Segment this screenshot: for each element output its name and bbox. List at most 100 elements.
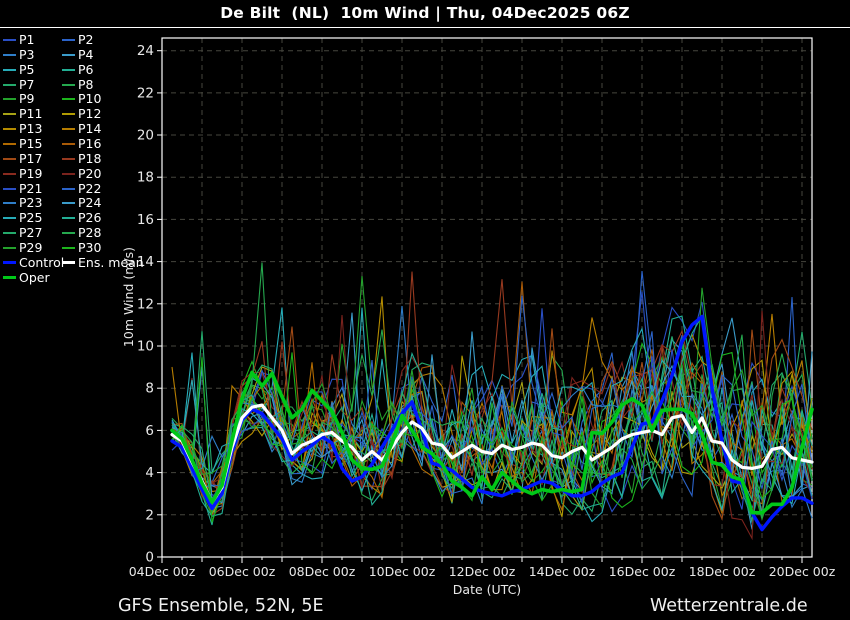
svg-text:12: 12 xyxy=(137,296,154,312)
legend-item-p22: P22 xyxy=(62,180,102,196)
svg-text:20Dec 00z: 20Dec 00z xyxy=(769,564,836,579)
legend-label: P8 xyxy=(78,76,94,92)
legend-swatch-line xyxy=(3,113,16,116)
legend-swatch-line xyxy=(62,261,75,265)
legend-item-p28: P28 xyxy=(62,226,101,240)
legend-label: P9 xyxy=(19,91,35,107)
legend-swatch-line xyxy=(62,217,75,220)
legend-item-p16: P16 xyxy=(62,135,102,151)
title-separator xyxy=(0,27,850,28)
legend-label: P17 xyxy=(19,150,43,166)
legend-label: P30 xyxy=(78,239,102,255)
legend-item-p8: P8 xyxy=(62,76,94,92)
legend-swatch-line xyxy=(3,128,16,131)
svg-text:24: 24 xyxy=(137,43,154,59)
legend-item-p27: P27 xyxy=(3,226,42,240)
legend-swatch-line xyxy=(62,128,75,131)
legend-label: P2 xyxy=(78,32,94,47)
legend-label: P1 xyxy=(19,32,35,47)
legend-swatch-line xyxy=(62,53,75,56)
legend-swatch-line xyxy=(3,187,16,190)
series-line-oper xyxy=(170,370,814,515)
legend-item-p7: P7 xyxy=(3,76,35,92)
legend-label: P29 xyxy=(19,239,43,255)
footer-model-label: GFS Ensemble, 52N, 5E xyxy=(118,596,324,616)
member-line-p11 xyxy=(171,366,813,516)
svg-text:18Dec 00z: 18Dec 00z xyxy=(689,564,756,579)
svg-text:22: 22 xyxy=(137,85,154,101)
legend-label: P25 xyxy=(19,210,43,226)
legend-item-p20: P20 xyxy=(62,165,102,181)
legend-label: P6 xyxy=(78,61,94,77)
svg-text:0: 0 xyxy=(145,550,154,566)
legend-swatch-line xyxy=(3,202,16,205)
legend-item-p13: P13 xyxy=(3,122,42,136)
legend-swatch-line xyxy=(62,98,75,101)
legend-item-oper: Oper xyxy=(3,270,50,285)
series-line-ens-mean xyxy=(170,403,814,504)
legend-label: Control xyxy=(19,254,65,270)
legend-item-p3: P3 xyxy=(3,47,35,62)
legend-item-control: Control xyxy=(3,254,65,270)
legend-label: P7 xyxy=(19,76,35,92)
member-line-p27 xyxy=(171,336,813,522)
plot-frame xyxy=(161,37,813,558)
legend-swatch-line xyxy=(3,53,16,56)
legend-item-p10: P10 xyxy=(62,92,101,106)
legend-label: P14 xyxy=(78,121,102,137)
legend-swatch-line xyxy=(62,157,75,160)
legend-label: P11 xyxy=(19,106,43,122)
legend-swatch-line xyxy=(62,68,75,71)
svg-text:8: 8 xyxy=(145,381,154,397)
svg-text:12Dec 00z: 12Dec 00z xyxy=(449,564,516,579)
member-line-p25 xyxy=(171,326,813,512)
x-tick-labels: 04Dec 00z 06Dec 00z 08Dec 00z 10Dec 00z 12De… xyxy=(129,564,836,579)
legend-label: P15 xyxy=(19,135,43,151)
legend-item-ens-mean: Ens. mean xyxy=(62,254,144,270)
legend-swatch-line xyxy=(62,83,75,86)
legend-label: P19 xyxy=(19,165,43,181)
legend-swatch-line xyxy=(62,246,75,249)
legend-label: P28 xyxy=(78,225,102,240)
legend-label: P20 xyxy=(78,165,102,181)
legend-swatch-line xyxy=(3,276,16,280)
legend-swatch-line xyxy=(3,142,16,145)
page-title: De Bilt (NL) 10m Wind | Thu, 04Dec2025 0… xyxy=(220,4,630,22)
svg-text:04Dec 00z: 04Dec 00z xyxy=(129,564,196,579)
legend-swatch-line xyxy=(3,172,16,175)
legend-swatch-line xyxy=(3,261,16,265)
legend-swatch-line xyxy=(3,83,16,86)
legend-item-p25: P25 xyxy=(3,211,42,225)
legend-label: P10 xyxy=(78,91,102,107)
legend-label: P21 xyxy=(19,180,43,196)
svg-text:10: 10 xyxy=(137,339,154,355)
legend-label: P16 xyxy=(78,135,102,151)
legend-item-p5: P5 xyxy=(3,61,35,77)
legend-item-p2: P2 xyxy=(62,33,94,47)
legend-item-p14: P14 xyxy=(62,122,101,136)
legend-label: P5 xyxy=(19,61,35,77)
member-line-p29 xyxy=(171,287,813,509)
legend-label: P27 xyxy=(19,225,43,240)
legend-item-p23: P23 xyxy=(3,196,42,210)
svg-text:06Dec 00z: 06Dec 00z xyxy=(209,564,276,579)
legend-swatch-line xyxy=(3,232,16,234)
legend-swatch-line xyxy=(3,39,16,41)
legend-label: Ens. mean xyxy=(78,254,144,270)
legend-label: P13 xyxy=(19,121,43,137)
legend-label: P23 xyxy=(19,195,43,211)
legend-label: P22 xyxy=(78,180,102,196)
legend-label: P26 xyxy=(78,210,102,226)
axis-ticks xyxy=(157,50,803,563)
y-axis-label: 10m Wind (m/s) xyxy=(121,247,136,347)
legend-item-p19: P19 xyxy=(3,165,43,181)
legend-item-p1: P1 xyxy=(3,33,35,47)
legend-item-p9: P9 xyxy=(3,92,35,106)
legend-label: P4 xyxy=(78,46,94,62)
legend-swatch-line xyxy=(3,68,16,71)
legend-swatch-line xyxy=(62,142,75,145)
legend-item-p15: P15 xyxy=(3,135,43,151)
svg-text:14: 14 xyxy=(137,254,154,270)
